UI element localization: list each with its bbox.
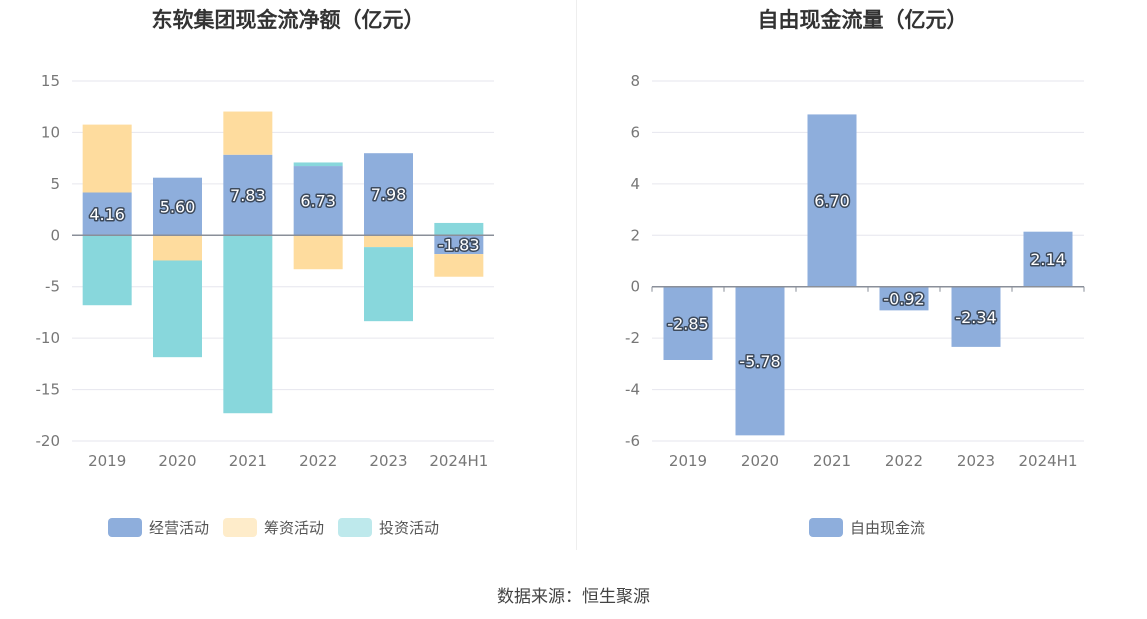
y-tick-label: 2 <box>630 226 640 244</box>
bar-自由现金流-2021 <box>807 114 857 287</box>
bar-经营活动-2020 <box>153 177 202 236</box>
bar-自由现金流-2024H1 <box>1023 231 1073 287</box>
x-tick-label: 2019 <box>88 452 126 470</box>
x-tick-label: 2023 <box>957 452 995 470</box>
bar-经营活动-2021 <box>223 154 273 236</box>
bar-自由现金流-2022 <box>879 286 929 311</box>
data-label: 7.83 <box>230 186 266 205</box>
data-label: 2.14 <box>1030 250 1066 269</box>
bar-筹资活动-2024H1 <box>434 254 484 277</box>
data-label: 5.60 <box>160 197 196 216</box>
bar-筹资活动-2022 <box>293 235 343 270</box>
x-tick-label: 2023 <box>369 452 407 470</box>
legend-label-financing: 筹资活动 <box>264 519 325 537</box>
bar-经营活动-2022 <box>293 166 343 236</box>
y-tick-label: 0 <box>50 226 60 244</box>
data-label: -2.34 <box>955 308 996 327</box>
data-label: 6.73 <box>300 192 336 211</box>
y-tick-label: -15 <box>36 381 61 399</box>
y-tick-label: -20 <box>36 432 61 450</box>
bar-自由现金流-2019 <box>663 286 713 360</box>
y-tick-label: 15 <box>41 72 60 90</box>
data-label: -1.83 <box>438 236 479 255</box>
legend-item-investing[interactable]: 投资活动 <box>338 517 439 538</box>
legend-item-financing[interactable]: 筹资活动 <box>223 517 324 538</box>
x-tick-label: 2021 <box>813 452 851 470</box>
bar-筹资活动-2021 <box>223 111 273 155</box>
legend-item-free-cash-flow[interactable]: 自由现金流 <box>809 517 925 538</box>
data-label: -5.78 <box>739 352 780 371</box>
x-tick-label: 2021 <box>229 452 267 470</box>
y-tick-label: -5 <box>45 278 60 296</box>
y-tick-label: 6 <box>630 123 640 141</box>
bar-筹资活动-2023 <box>364 235 413 248</box>
y-tick-label: -10 <box>36 329 61 347</box>
y-tick-label: 5 <box>50 175 60 193</box>
bar-投资活动-2024H1 <box>434 222 484 236</box>
legend-item-operating[interactable]: 经营活动 <box>108 517 209 538</box>
y-tick-label: 8 <box>630 72 640 90</box>
bar-经营活动-2024H1 <box>434 235 484 255</box>
y-tick-label: 4 <box>630 175 640 193</box>
data-label: 6.70 <box>814 192 850 211</box>
left-chart-title: 东软集团现金流净额（亿元） <box>151 8 425 32</box>
data-label: -0.92 <box>883 290 924 309</box>
bar-投资活动-2021 <box>223 235 273 414</box>
legend-swatch-free-cash-flow <box>809 518 843 537</box>
y-tick-label: -6 <box>625 432 640 450</box>
y-tick-label: 10 <box>41 123 60 141</box>
left-legend: 经营活动 筹资活动 投资活动 <box>108 517 439 538</box>
legend-swatch-investing <box>338 518 373 537</box>
bar-筹资活动-2019 <box>82 124 132 193</box>
right-chart-title: 自由现金流量（亿元） <box>757 8 968 32</box>
free-cash-flow-chart: 8 6 4 2 0 -2 -4 -6 2019 2020 2021 2022 2023 2024H1 -2.… <box>625 72 1085 470</box>
data-source-note: 数据来源：恒生聚源 <box>497 587 650 607</box>
bar-自由现金流-2023 <box>951 286 1001 347</box>
bar-投资活动-2020 <box>153 260 202 358</box>
x-tick-label: 2022 <box>885 452 923 470</box>
bar-筹资活动-2020 <box>153 235 202 261</box>
x-tick-label: 2024H1 <box>429 452 488 470</box>
x-tick-label: 2024H1 <box>1019 452 1078 470</box>
x-tick-label: 2020 <box>158 452 196 470</box>
legend-swatch-operating <box>108 518 142 537</box>
bar-自由现金流-2020 <box>735 286 785 436</box>
x-tick-label: 2020 <box>741 452 779 470</box>
x-tick-label: 2022 <box>299 452 337 470</box>
legend-label-free-cash-flow: 自由现金流 <box>850 519 926 537</box>
bar-投资活动-2022 <box>293 162 343 167</box>
data-label: -2.85 <box>667 314 708 333</box>
legend-label-operating: 经营活动 <box>149 519 210 537</box>
legend-swatch-financing <box>223 518 258 537</box>
right-legend: 自由现金流 <box>809 517 925 538</box>
chart-divider <box>576 0 577 550</box>
bar-投资活动-2023 <box>364 247 413 322</box>
bar-经营活动-2023 <box>364 153 413 236</box>
x-tick-label: 2019 <box>669 452 707 470</box>
legend-label-investing: 投资活动 <box>379 519 440 537</box>
y-tick-label: 0 <box>630 278 640 296</box>
bar-投资活动-2019 <box>82 235 132 306</box>
data-label: 7.98 <box>371 185 407 204</box>
y-tick-label: -2 <box>625 329 640 347</box>
bar-经营活动-2019 <box>82 192 132 236</box>
data-label: 4.16 <box>89 205 125 224</box>
cash-flow-net-chart: 15 10 5 0 -5 -10 -15 -20 2019 2020 2021 2022 2023 202… <box>36 72 494 470</box>
y-tick-label: -4 <box>625 381 640 399</box>
